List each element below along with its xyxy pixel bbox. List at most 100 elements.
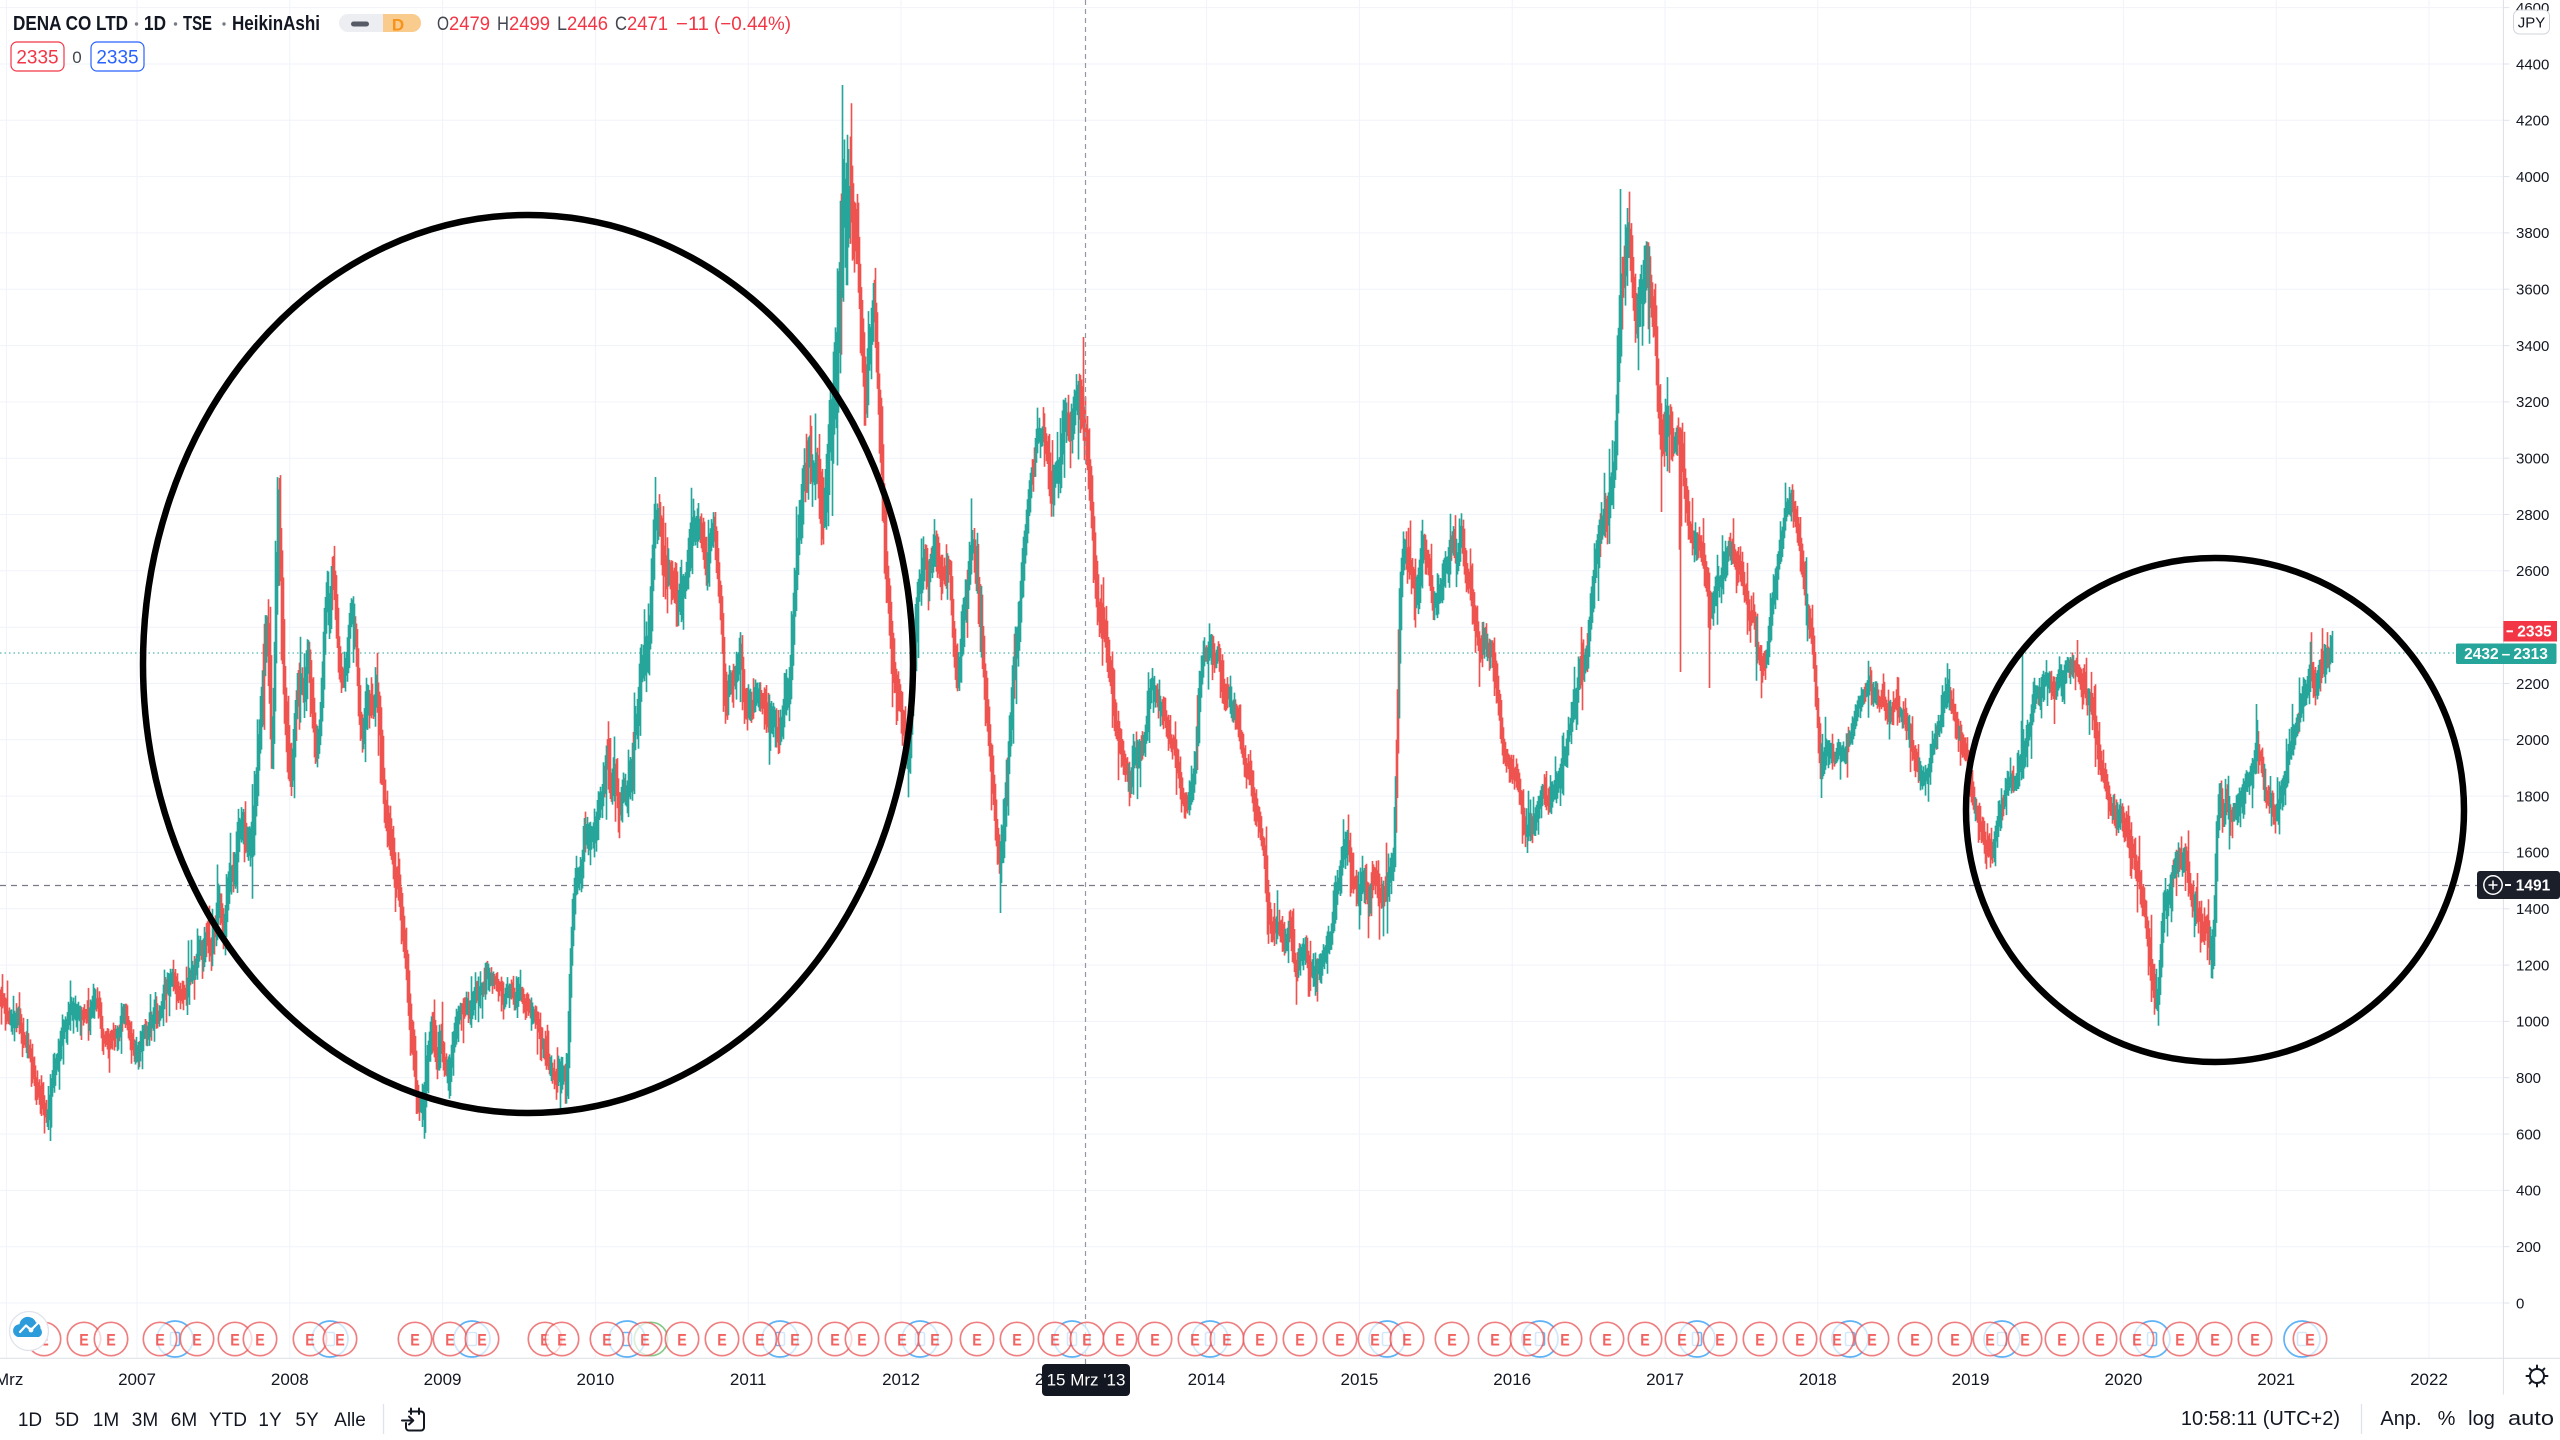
- svg-text:1600: 1600: [2516, 845, 2549, 862]
- svg-text:10:58:11 (UTC+2): 10:58:11 (UTC+2): [2181, 1408, 2340, 1430]
- svg-text:E: E: [1255, 1331, 1265, 1350]
- svg-text:5D: 5D: [55, 1410, 79, 1431]
- svg-text:YTD: YTD: [209, 1410, 247, 1431]
- svg-text:E: E: [1910, 1331, 1920, 1350]
- svg-text:2008: 2008: [271, 1370, 309, 1389]
- svg-text:E: E: [1522, 1331, 1532, 1350]
- svg-text:E: E: [335, 1331, 345, 1350]
- svg-text:E: E: [230, 1331, 240, 1350]
- svg-text:1200: 1200: [2516, 957, 2549, 974]
- svg-text:2335: 2335: [16, 48, 58, 69]
- svg-text:E: E: [602, 1331, 612, 1350]
- svg-text:2016: 2016: [1493, 1370, 1531, 1389]
- svg-text:E: E: [790, 1331, 800, 1350]
- svg-text:15 Mrz '13: 15 Mrz '13: [1047, 1371, 1126, 1390]
- svg-text:1M: 1M: [93, 1410, 119, 1431]
- svg-text:2011: 2011: [730, 1370, 767, 1389]
- svg-text:HeikinAshi: HeikinAshi: [232, 13, 320, 35]
- svg-text:2014: 2014: [1188, 1370, 1226, 1389]
- svg-text:E: E: [557, 1331, 567, 1350]
- svg-text:3800: 3800: [2516, 225, 2549, 242]
- svg-text:4400: 4400: [2516, 56, 2549, 73]
- svg-text:E: E: [830, 1331, 840, 1350]
- svg-text:E: E: [1985, 1331, 1995, 1350]
- svg-text:C: C: [615, 14, 627, 35]
- svg-text:4200: 4200: [2516, 113, 2549, 130]
- svg-text:2479: 2479: [449, 14, 490, 35]
- svg-text:E: E: [2305, 1331, 2315, 1350]
- svg-text:E: E: [2020, 1331, 2030, 1350]
- svg-text:1Y: 1Y: [258, 1410, 282, 1431]
- svg-text:E: E: [755, 1331, 765, 1350]
- svg-text:E: E: [1715, 1331, 1725, 1350]
- svg-text:E: E: [1867, 1331, 1877, 1350]
- svg-text:E: E: [477, 1331, 487, 1350]
- svg-text:2007: 2007: [118, 1370, 156, 1389]
- svg-text:E: E: [305, 1331, 315, 1350]
- svg-text:E: E: [445, 1331, 455, 1350]
- svg-text:E: E: [1640, 1331, 1650, 1350]
- svg-text:E: E: [155, 1331, 165, 1350]
- svg-text:E: E: [677, 1331, 687, 1350]
- svg-text:E: E: [192, 1331, 202, 1350]
- svg-text:Mrz: Mrz: [0, 1370, 23, 1389]
- svg-text:2012: 2012: [882, 1370, 920, 1389]
- svg-text:log: log: [2468, 1408, 2495, 1430]
- svg-text:E: E: [410, 1331, 420, 1350]
- svg-text:E: E: [1335, 1331, 1345, 1350]
- svg-text:E: E: [2095, 1331, 2105, 1350]
- svg-text:3M: 3M: [132, 1410, 158, 1431]
- svg-text:E: E: [79, 1331, 89, 1350]
- svg-text:E: E: [2210, 1331, 2220, 1350]
- svg-text:2600: 2600: [2516, 563, 2549, 580]
- svg-text:3000: 3000: [2516, 451, 2549, 468]
- svg-text:2010: 2010: [576, 1370, 614, 1389]
- svg-text:TSE: TSE: [183, 13, 212, 35]
- svg-text:E: E: [897, 1331, 907, 1350]
- svg-text:L: L: [557, 14, 567, 35]
- svg-text:E: E: [1402, 1331, 1412, 1350]
- svg-text:E: E: [1602, 1331, 1612, 1350]
- svg-text:2335: 2335: [2517, 624, 2552, 641]
- svg-text:2017: 2017: [1646, 1370, 1684, 1389]
- svg-text:2432 – 2313: 2432 – 2313: [2464, 646, 2548, 663]
- svg-text:2018: 2018: [1799, 1370, 1837, 1389]
- svg-text:3400: 3400: [2516, 338, 2549, 355]
- svg-text:E: E: [255, 1331, 265, 1350]
- svg-text:3200: 3200: [2516, 394, 2549, 411]
- svg-text:600: 600: [2516, 1126, 2541, 1143]
- svg-text:2446: 2446: [567, 14, 608, 35]
- svg-text:E: E: [1150, 1331, 1160, 1350]
- svg-text:E: E: [2175, 1331, 2185, 1350]
- svg-text:1D: 1D: [144, 13, 166, 35]
- svg-text:1000: 1000: [2516, 1014, 2549, 1031]
- svg-text:auto: auto: [2508, 1408, 2554, 1430]
- svg-text:2499: 2499: [509, 14, 550, 35]
- svg-text:E: E: [1447, 1331, 1457, 1350]
- svg-text:3600: 3600: [2516, 282, 2549, 299]
- svg-text:O: O: [437, 14, 449, 35]
- svg-text:E: E: [2057, 1331, 2067, 1350]
- svg-text:5Y: 5Y: [295, 1410, 319, 1431]
- svg-text:2021: 2021: [2257, 1370, 2295, 1389]
- svg-text:H: H: [497, 14, 509, 35]
- svg-text:E: E: [1370, 1331, 1380, 1350]
- svg-text:1400: 1400: [2516, 901, 2549, 918]
- svg-text:E: E: [1190, 1331, 1200, 1350]
- svg-text:E: E: [106, 1331, 116, 1350]
- svg-text:E: E: [1795, 1331, 1805, 1350]
- svg-text:E: E: [930, 1331, 940, 1350]
- svg-text:E: E: [972, 1331, 982, 1350]
- svg-text:Alle: Alle: [334, 1410, 366, 1431]
- svg-text:D: D: [392, 16, 404, 35]
- svg-text:6M: 6M: [171, 1410, 197, 1431]
- svg-text:E: E: [1490, 1331, 1500, 1350]
- svg-text:E: E: [1560, 1331, 1570, 1350]
- svg-text:2800: 2800: [2516, 507, 2549, 524]
- svg-text:−11: −11: [676, 14, 709, 35]
- svg-text:2022: 2022: [2410, 1370, 2448, 1389]
- svg-text:1D: 1D: [18, 1410, 42, 1431]
- svg-text:E: E: [857, 1331, 867, 1350]
- svg-text:E: E: [1050, 1331, 1060, 1350]
- svg-text:E: E: [2132, 1331, 2142, 1350]
